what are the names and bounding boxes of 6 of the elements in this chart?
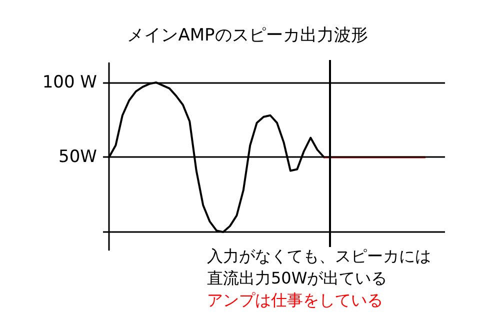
annotation: 入力がなくても、スピーカには: [207, 246, 431, 266]
text: アンプは仕事をしている: [207, 290, 383, 310]
chart-title: メインAMPのスピーカ出力波形: [127, 26, 368, 46]
y-tick-label: 50W: [58, 147, 98, 168]
y-tick-label: 100 W: [42, 72, 98, 92]
text: 直流出力50Wが出ている: [207, 268, 388, 288]
